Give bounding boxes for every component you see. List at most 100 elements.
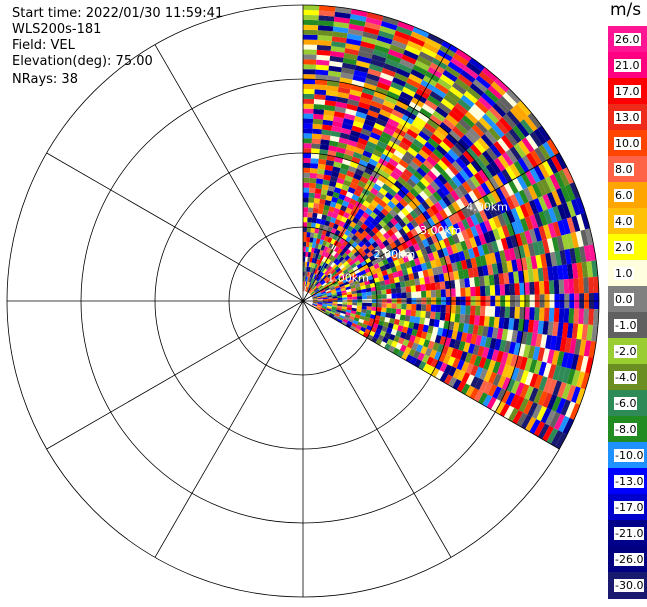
velocity-gate — [398, 275, 405, 283]
velocity-gate — [375, 285, 382, 291]
velocity-gate — [395, 252, 403, 260]
velocity-gate — [303, 123, 313, 129]
velocity-gate — [467, 267, 474, 278]
velocity-gate — [303, 93, 315, 99]
velocity-gate — [306, 261, 310, 267]
velocity-gate — [361, 36, 377, 45]
velocity-gate — [588, 341, 597, 358]
velocity-gate — [451, 160, 463, 173]
velocity-gate — [342, 294, 348, 298]
velocity-gate — [377, 334, 385, 342]
velocity-gate — [422, 210, 431, 221]
velocity-gate — [395, 308, 402, 315]
azimuth-spoke — [302, 44, 452, 302]
velocity-gate — [543, 377, 553, 393]
velocity-gate — [347, 302, 353, 306]
colorbar-tick-label: 26.0 — [614, 33, 641, 46]
velocity-gate — [326, 292, 332, 295]
velocity-gate — [362, 123, 374, 132]
velocity-gate — [319, 224, 325, 230]
velocity-gate — [397, 189, 407, 199]
velocity-gate — [327, 266, 333, 272]
velocity-gate — [502, 92, 518, 108]
velocity-gate — [501, 211, 511, 225]
velocity-gate — [415, 344, 424, 353]
velocity-gate — [330, 175, 338, 183]
velocity-gate — [445, 288, 451, 298]
velocity-gate — [366, 306, 372, 311]
velocity-gate — [397, 325, 404, 332]
velocity-gate — [316, 54, 331, 61]
velocity-gate — [381, 183, 391, 192]
velocity-gate — [470, 175, 481, 188]
velocity-gate — [420, 177, 430, 188]
velocity-gate — [321, 267, 326, 273]
velocity-gate — [409, 315, 416, 323]
velocity-gate — [390, 313, 396, 319]
velocity-gate — [346, 288, 352, 293]
velocity-gate — [434, 351, 442, 361]
velocity-gate — [574, 338, 582, 355]
velocity-gate — [473, 235, 482, 247]
velocity-gate — [508, 128, 522, 144]
velocity-gate — [347, 28, 364, 37]
velocity-gate — [325, 231, 331, 237]
velocity-gate — [467, 248, 476, 259]
velocity-gate — [501, 224, 511, 238]
velocity-gate — [304, 286, 307, 292]
velocity-gate — [465, 374, 475, 386]
velocity-gate — [334, 229, 341, 236]
velocity-gate — [494, 77, 510, 93]
velocity-gate — [321, 229, 327, 236]
velocity-gate — [401, 303, 407, 310]
velocity-gate — [345, 311, 351, 316]
velocity-gate — [474, 100, 489, 114]
velocity-gate — [317, 233, 322, 240]
velocity-gate — [551, 350, 560, 366]
velocity-gate — [387, 273, 394, 280]
velocity-gate — [537, 347, 546, 362]
velocity-gate — [312, 302, 318, 305]
velocity-gate — [401, 241, 409, 250]
velocity-gate — [310, 227, 316, 233]
velocity-gate — [368, 318, 375, 324]
velocity-gate — [466, 163, 478, 176]
velocity-gate — [526, 152, 538, 168]
velocity-gate — [454, 313, 461, 323]
velocity-gate — [464, 238, 473, 250]
velocity-gate — [328, 65, 342, 73]
velocity-gate — [406, 222, 415, 231]
velocity-gate — [335, 101, 348, 109]
velocity-gate — [499, 403, 510, 417]
velocity-gate — [322, 124, 333, 131]
velocity-gate — [447, 61, 464, 74]
velocity-gate — [514, 355, 523, 369]
velocity-gate — [309, 182, 316, 189]
velocity-gate — [398, 141, 410, 151]
velocity-gate — [430, 166, 441, 178]
velocity-gate — [354, 314, 361, 319]
velocity-gate — [408, 200, 418, 210]
velocity-gate — [363, 219, 371, 227]
velocity-gate — [494, 306, 501, 318]
velocity-gate — [421, 103, 436, 115]
velocity-gate — [372, 149, 383, 158]
velocity-gate — [422, 229, 431, 239]
velocity-gate — [552, 265, 559, 281]
velocity-gate — [309, 172, 318, 179]
velocity-gate — [404, 315, 411, 322]
colorbar-tick-label: -30.0 — [614, 579, 645, 592]
velocity-gate — [329, 201, 337, 208]
velocity-gate — [363, 320, 369, 326]
velocity-gate — [309, 267, 313, 273]
velocity-gate — [416, 55, 433, 67]
velocity-gate — [482, 265, 489, 276]
velocity-gate — [413, 206, 423, 217]
velocity-gate — [441, 247, 449, 257]
velocity-gate — [320, 134, 331, 141]
velocity-gate — [316, 248, 321, 255]
velocity-gate — [491, 327, 499, 339]
velocity-gate — [349, 198, 357, 206]
velocity-gate — [417, 240, 425, 250]
velocity-gate — [393, 319, 400, 326]
